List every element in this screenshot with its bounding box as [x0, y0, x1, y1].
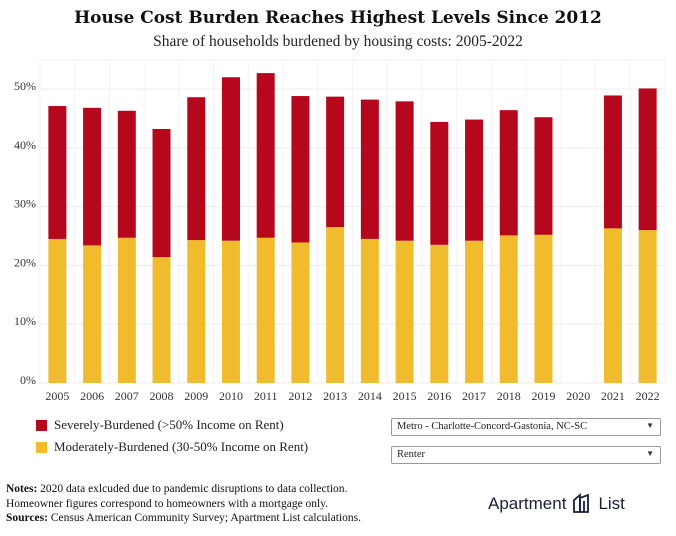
bar-moderate[interactable] [48, 238, 67, 383]
bar-severe[interactable] [291, 96, 310, 243]
bar-severe[interactable] [360, 99, 379, 239]
x-tick-label: 2014 [358, 389, 382, 403]
chart-title: House Cost Burden Reaches Highest Levels… [74, 8, 602, 28]
x-tick-label: 2017 [462, 389, 486, 403]
bar-severe[interactable] [534, 117, 553, 235]
bar-moderate[interactable] [291, 242, 310, 383]
metro-select-value: Metro - Charlotte-Concord-Gastonia, NC-S… [397, 421, 588, 432]
x-tick-label: 2019 [531, 389, 555, 403]
sources-label: Sources: [6, 512, 48, 524]
notes-line-1: Notes: 2020 data exlcuded due to pandemi… [6, 482, 361, 497]
bar-moderate[interactable] [256, 237, 275, 383]
bar-severe[interactable] [430, 121, 449, 245]
x-tick-label: 2009 [184, 389, 208, 403]
bar-moderate[interactable] [83, 245, 102, 383]
apartment-list-logo: Apartment List [488, 492, 625, 516]
building-icon [573, 493, 590, 513]
y-tick-label: 10% [14, 314, 36, 328]
metro-select[interactable]: Metro - Charlotte-Concord-Gastonia, NC-S… [391, 418, 661, 436]
bar-moderate[interactable] [395, 240, 414, 383]
tenure-select-value: Renter [397, 449, 425, 460]
y-tick-label: 40% [14, 138, 36, 152]
x-tick-label: 2018 [497, 389, 521, 403]
legend-label-severe: Severely-Burdened (>50% Income on Rent) [54, 417, 284, 432]
chart-subtitle: Share of households burdened by housing … [153, 33, 523, 50]
bar-moderate[interactable] [430, 244, 449, 383]
bar-severe[interactable] [221, 77, 240, 241]
legend-item-severe[interactable]: Severely-Burdened (>50% Income on Rent) [36, 414, 308, 436]
y-tick-label: 30% [14, 197, 36, 211]
bar-severe[interactable] [83, 107, 102, 246]
x-tick-label: 2010 [219, 389, 243, 403]
bar-severe[interactable] [117, 110, 136, 238]
y-tick-label: 50% [14, 79, 36, 93]
x-tick-label: 2011 [254, 389, 278, 403]
x-tick-label: 2012 [288, 389, 312, 403]
bar-moderate[interactable] [638, 230, 657, 383]
bar-severe[interactable] [395, 101, 414, 241]
bar-severe[interactable] [187, 97, 206, 241]
bar-moderate[interactable] [117, 237, 136, 383]
x-tick-label: 2005 [45, 389, 69, 403]
bar-moderate[interactable] [360, 238, 379, 383]
tenure-select[interactable]: Renter ▼ [391, 446, 661, 464]
bar-chart: 0% 10% 20% 30% 40% 50% 2005 2006 2007 2008 2009 201… [14, 59, 666, 403]
bar-severe[interactable] [256, 73, 275, 238]
x-tick-label: 2020 [566, 389, 590, 403]
bar-moderate[interactable] [534, 234, 553, 383]
chevron-down-icon: ▼ [646, 449, 654, 458]
x-tick-label: 2021 [601, 389, 625, 403]
bar-moderate[interactable] [326, 227, 345, 383]
bar-severe[interactable] [152, 128, 171, 258]
logo-word-1: Apartment [488, 494, 567, 513]
chart-notes: Notes: 2020 data exlcuded due to pandemi… [6, 482, 361, 526]
logo-word-2: List [598, 494, 625, 513]
x-tick-label: 2016 [427, 389, 451, 403]
bar-moderate[interactable] [499, 235, 518, 383]
notes-text-1: 2020 data exlcuded due to pandemic disru… [40, 483, 348, 495]
chevron-down-icon: ▼ [646, 421, 654, 430]
x-tick-label: 2015 [393, 389, 417, 403]
y-tick-label: 0% [20, 373, 36, 387]
chart-legend: Severely-Burdened (>50% Income on Rent) … [36, 414, 308, 458]
bar-severe[interactable] [465, 119, 484, 241]
legend-swatch-severe [36, 419, 47, 431]
y-tick-label: 20% [14, 255, 36, 269]
x-tick-label: 2007 [115, 389, 139, 403]
bar-moderate[interactable] [465, 240, 484, 383]
bar-severe[interactable] [603, 95, 622, 229]
x-tick-label: 2006 [80, 389, 104, 403]
sources-line: Sources: Census American Community Surve… [6, 511, 361, 526]
bar-severe[interactable] [499, 110, 518, 236]
bar-moderate[interactable] [603, 228, 622, 383]
bar-moderate[interactable] [221, 240, 240, 383]
bar-moderate[interactable] [152, 257, 171, 383]
legend-item-moderate[interactable]: Moderately-Burdened (30-50% Income on Re… [36, 436, 308, 458]
x-tick-label: 2022 [636, 389, 660, 403]
x-tick-label: 2008 [150, 389, 174, 403]
bar-moderate[interactable] [187, 240, 206, 383]
sources-text: Census American Community Survey; Apartm… [50, 512, 361, 524]
bar-severe[interactable] [48, 106, 67, 239]
x-tick-label: 2013 [323, 389, 347, 403]
bar-severe[interactable] [638, 88, 657, 231]
notes-line-2: Homeowner figures correspond to homeowne… [6, 497, 329, 510]
bar-severe[interactable] [326, 96, 345, 228]
notes-label: Notes: [6, 483, 38, 495]
legend-label-moderate: Moderately-Burdened (30-50% Income on Re… [54, 439, 309, 454]
legend-swatch-moderate [36, 441, 47, 453]
